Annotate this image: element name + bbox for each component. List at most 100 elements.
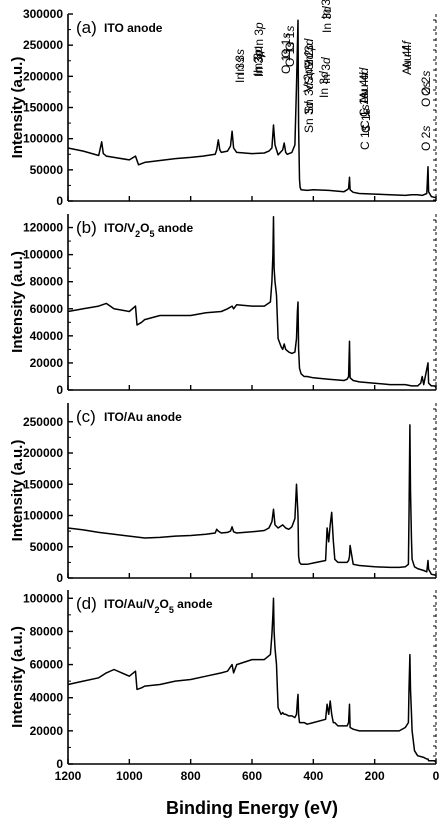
peak-label-part: O 2 — [419, 131, 433, 151]
panel-title-part: 5 — [149, 229, 154, 239]
panel-title-part: ITO/Au/V — [104, 597, 154, 611]
peak-label: O 2s — [419, 126, 433, 151]
peak-label: C 1s — [357, 92, 371, 117]
y-tick-label: 20000 — [30, 724, 64, 738]
peak-label: Au 4d — [357, 67, 371, 99]
peak-label: C 1s — [359, 108, 373, 133]
panel-title: ITO anode — [104, 21, 163, 35]
x-tick-label: 600 — [242, 769, 262, 783]
peak-label-orbital: p — [302, 43, 316, 51]
peak-label-orbital: p — [251, 46, 265, 54]
peak-label-part: C 1 — [359, 114, 373, 133]
y-tick-label: 40000 — [30, 691, 64, 705]
y-tick-label: 150000 — [23, 477, 63, 491]
peak-label: O 2s — [419, 71, 433, 96]
y-axis-label: Intensity (a.u.) — [9, 251, 26, 353]
peak-label-part: In 3 — [251, 53, 265, 73]
peak-label-part: Sn 3 — [302, 59, 316, 84]
peak-label: V 2p — [302, 43, 316, 68]
y-tick-label: 0 — [56, 571, 63, 585]
peak-label-orbital: d — [302, 82, 316, 89]
panel-id: (d) — [76, 594, 97, 613]
panel-title-part: 5 — [169, 605, 174, 615]
peak-label: Au 4d — [357, 72, 371, 104]
spectrum-line — [67, 597, 437, 763]
peak-label: In 3d — [319, 57, 333, 84]
peak-label-part: O 2 — [419, 76, 433, 96]
peak-label-orbital: s — [419, 71, 433, 77]
panel-title-part: ITO/Au anode — [104, 410, 182, 424]
peak-label-orbital: d — [317, 71, 331, 78]
panel-title-part: anode — [174, 597, 213, 611]
y-tick-label: 120000 — [23, 221, 63, 235]
peak-label-part: Au 4 — [357, 74, 371, 99]
panel-title: ITO/V2O5 anode — [104, 221, 193, 239]
peak-label-orbital: s — [358, 125, 372, 131]
peak-label-part: In 3 — [320, 13, 334, 33]
peak-label-part: C 1 — [358, 131, 372, 150]
y-axis-label: Intensity (a.u.) — [9, 57, 26, 159]
peak-label: Sn 3d — [302, 82, 316, 114]
peak-label-orbital: s — [419, 82, 433, 88]
peak-label: O 1s — [283, 26, 297, 51]
spectrum-line — [67, 424, 437, 577]
x-tick-label: 1000 — [116, 769, 143, 783]
peak-label-orbital: p — [301, 67, 315, 75]
x-tick-label: 1200 — [55, 769, 82, 783]
y-tick-label: 60000 — [30, 658, 64, 672]
y-tick-label: 100000 — [23, 591, 63, 605]
y-tick-label: 300000 — [23, 7, 63, 21]
peak-label: Sn 3d — [302, 52, 316, 84]
panel-id: (c) — [76, 407, 96, 426]
peak-label-part: In 3 — [319, 0, 333, 19]
peak-label-orbital: d — [357, 67, 371, 74]
y-tick-label: 100000 — [23, 509, 63, 523]
peak-label-orbital: p — [251, 49, 265, 57]
spectrum-line — [67, 215, 437, 388]
peak-label-orbital: s — [279, 33, 293, 39]
peak-label-part: C 1 — [358, 110, 372, 129]
panel-title-part: 2 — [135, 229, 140, 239]
peak-label-orbital: d — [319, 57, 333, 64]
peak-label-part: O 2 — [419, 87, 433, 107]
y-tick-label: 0 — [56, 194, 63, 208]
y-tick-label: 250000 — [23, 38, 63, 52]
panel-title-part: ITO/V — [104, 221, 135, 235]
panel-title-part: ITO anode — [104, 21, 163, 35]
peak-label-part: Sn 3 — [302, 45, 316, 70]
y-tick-label: 0 — [56, 757, 63, 771]
panel-title-part: anode — [155, 221, 194, 235]
panel-b: 0 20000 40000 60000 80000 100000 120000 Intensi… — [9, 42, 437, 397]
peak-label: O 1s — [279, 49, 293, 74]
peak-label: Sn 3d — [302, 101, 316, 133]
peak-label-orbital: s — [358, 104, 372, 110]
x-tick-label: 400 — [303, 769, 323, 783]
peak-label-part: V 2 — [301, 74, 315, 92]
y-tick-label: 20000 — [30, 356, 64, 370]
peak-label-part: Au 4 — [400, 44, 414, 69]
peak-label-part: In 3 — [319, 64, 333, 84]
peak-label: Au 4f — [400, 45, 414, 75]
y-tick-label: 50000 — [30, 163, 64, 177]
y-tick-label: 50000 — [30, 540, 64, 554]
peak-label-part: In 3 — [252, 57, 266, 77]
peak-label: C 1s — [358, 125, 372, 150]
panel-id: (b) — [76, 218, 97, 237]
peak-label: C 1s — [358, 104, 372, 129]
peak-label-part: O 1 — [283, 31, 297, 51]
peak-label: In 3p — [252, 50, 266, 77]
y-tick-label: 100000 — [23, 248, 63, 262]
panel-c: 050000100000150000200000250000Intensity … — [9, 6, 437, 585]
y-tick-label: 0 — [56, 383, 63, 397]
y-tick-label: 40000 — [30, 329, 64, 343]
panel-a: 0 50000 100000 150000 200000 250000 300000 Inte… — [9, 0, 437, 208]
x-tick-label: 800 — [181, 769, 201, 783]
panel-title: ITO/Au/V2O5 anode — [104, 597, 213, 615]
panel-title-part: O — [140, 221, 149, 235]
y-tick-label: 60000 — [30, 302, 64, 316]
peak-label: In 3d — [317, 71, 331, 98]
peak-label: In 3p — [251, 46, 265, 73]
peak-label-orbital: s — [233, 57, 247, 63]
peak-label: O 2s — [419, 82, 433, 107]
